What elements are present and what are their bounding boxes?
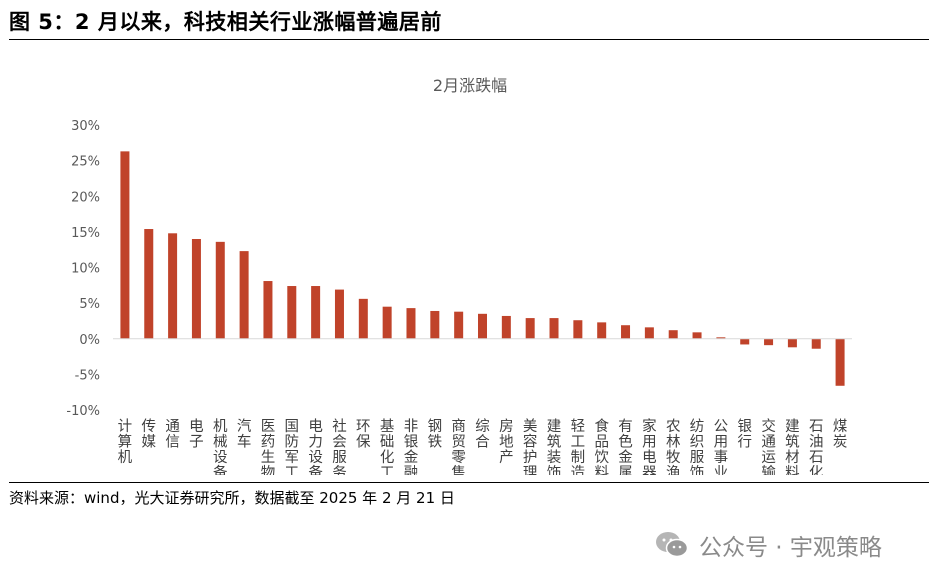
bar-chart: 2月涨跌幅 30% 25% 20% 15% 10% 5% 0% -5% -10% 计算机传媒通信… [66,76,852,475]
x-category-label: 银行 [737,418,752,451]
bar-0 [120,151,130,339]
y-tick-label: 25% [71,155,100,170]
bar-19 [573,320,583,339]
x-category-label: 轻工制造 [571,418,586,475]
bar-1 [144,229,154,339]
y-tick-label: 10% [71,262,100,277]
bar-21 [621,325,631,339]
x-category-label: 计算机 [118,418,133,466]
y-tick-label: 5% [79,297,100,312]
x-category-label: 传媒 [142,418,157,451]
bar-16 [501,315,511,339]
bar-3 [191,239,201,339]
x-category-label: 汽车 [237,418,252,451]
bar-24 [692,332,702,339]
y-axis: 30% 25% 20% 15% 10% 5% 0% -5% -10% [66,119,100,419]
x-category-label: 公用事业 [714,419,729,475]
x-category-label: 钢铁 [428,418,443,451]
title-rule [9,39,929,40]
y-tick-label: 0% [79,333,100,348]
bars [120,151,845,386]
x-category-label: 电力设备 [308,418,323,475]
chart-title: 2月涨跌幅 [433,76,507,95]
y-tick-label: 15% [71,226,100,241]
bar-12 [406,308,416,339]
bar-18 [549,318,559,339]
y-tick-label: -10% [66,404,100,419]
x-category-label: 商贸零售 [451,418,466,475]
bar-2 [168,233,178,339]
bar-22 [644,327,654,339]
x-category-label: 非银金融 [404,418,419,475]
bar-20 [597,322,607,339]
x-category-label: 基础化工 [380,418,395,475]
x-category-label: 家用电器 [642,418,657,475]
x-category-label: 交通运输 [761,417,776,475]
bar-29 [811,338,821,349]
x-category-label: 社会服务 [332,418,347,475]
x-category-label: 环保 [356,419,371,451]
watermark: 公众号 · 宇观策略 [655,528,882,562]
x-category-label: 煤炭 [833,418,848,451]
x-category-label: 综合 [475,418,490,451]
x-category-label: 房地产 [499,418,514,466]
watermark-text: 公众号 · 宇观策略 [699,535,882,561]
x-category-label: 通信 [165,418,180,451]
x-category-label: 有色金属 [618,418,633,475]
bar-23 [668,330,678,339]
bar-14 [454,311,464,339]
source-note: 资料来源：wind，光大证券研究所，数据截至 2025 年 2 月 21 日 [9,489,455,507]
bar-28 [787,338,797,348]
x-category-label: 建筑装饰 [547,418,562,475]
x-category-label: 农林牧渔 [666,418,681,475]
y-tick-label: -5% [75,368,100,383]
bar-27 [764,338,774,346]
x-category-label: 机械设备 [213,418,228,475]
x-axis-labels: 计算机传媒通信电子机械设备汽车医药生物国防军工电力设备社会服务环保基础化工非银金… [118,417,848,475]
source-rule [9,482,929,483]
bar-4 [215,241,225,339]
x-category-label: 国防军工 [285,419,300,475]
bar-7 [287,286,297,339]
bar-25 [716,337,726,339]
x-category-label: 美容护理 [523,418,538,475]
bar-9 [334,289,344,339]
bar-15 [478,313,487,339]
bar-17 [525,318,535,339]
y-tick-label: 30% [71,119,100,134]
bar-8 [311,286,321,339]
bar-11 [382,306,392,339]
x-category-label: 建筑材料 [785,418,800,475]
y-tick-label: 20% [71,190,100,205]
bar-10 [358,298,368,339]
wechat-icon [656,532,689,558]
x-category-label: 纺织服饰 [690,418,705,475]
x-category-label: 石油石化 [809,419,824,475]
x-category-label: 医药生物 [261,419,276,475]
bar-5 [239,251,249,339]
bar-6 [263,281,273,339]
bar-30 [835,338,845,386]
x-category-label: 电子 [189,418,204,451]
figure-title: 图 5：2 月以来，科技相关行业涨幅普遍居前 [9,10,442,34]
bar-13 [430,310,440,339]
bar-26 [740,338,750,345]
x-category-label: 食品饮料 [594,418,609,475]
